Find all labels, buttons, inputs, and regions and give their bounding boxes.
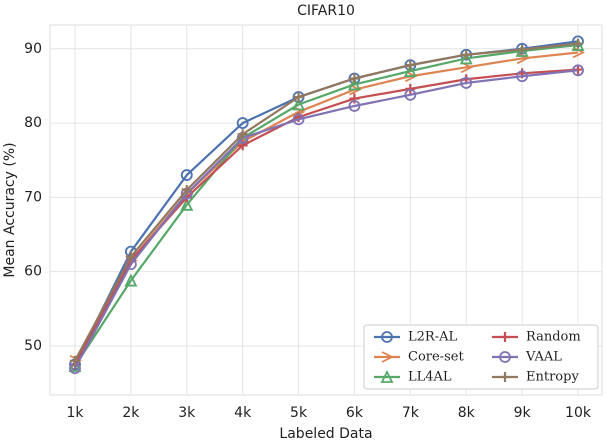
legend-box — [363, 324, 599, 390]
x-tick-label: 5k — [290, 405, 308, 421]
plot-area: 50 60 70 80 90 1k 2k 3k 4k 5k 6k 7k 8k 9k 10k — [24, 24, 603, 421]
marker — [517, 44, 528, 55]
y-tick-label: 90 — [24, 41, 42, 57]
x-tick-label: 4k — [234, 405, 252, 421]
marker — [516, 70, 529, 83]
marker — [70, 355, 80, 366]
y-tick-label: 70 — [24, 189, 42, 205]
marker — [403, 64, 417, 77]
legend-label: VAAL — [525, 350, 562, 365]
marker — [180, 197, 194, 211]
marker — [349, 93, 360, 104]
legend-label: Core-set — [408, 350, 464, 365]
x-tick-label: 6k — [346, 405, 364, 421]
marker — [515, 43, 529, 57]
marker — [125, 251, 136, 262]
marker — [516, 52, 530, 65]
marker — [237, 129, 248, 140]
x-tick-label: 9k — [514, 405, 532, 421]
marker — [292, 97, 306, 111]
x-axis-label: Labeled Data — [279, 426, 372, 442]
marker — [573, 38, 583, 49]
chart-title: CIFAR10 — [297, 3, 355, 19]
x-tick-label: 10k — [565, 405, 592, 421]
marker — [461, 49, 472, 60]
y-tick-label: 50 — [24, 338, 42, 354]
legend: L2R-AL Core-set LL4AL Random VAAL Entropy — [363, 324, 599, 390]
marker — [349, 73, 360, 84]
marker — [571, 38, 585, 51]
legend-label: LL4AL — [408, 370, 452, 385]
line — [74, 43, 579, 367]
marker — [293, 92, 304, 103]
line — [74, 51, 579, 362]
marker — [237, 140, 248, 151]
marker — [68, 359, 82, 372]
x-tick-label: 7k — [402, 405, 420, 421]
marker — [405, 83, 416, 94]
x-tick-label: 3k — [178, 405, 196, 421]
marker — [380, 369, 394, 383]
marker — [347, 77, 361, 91]
marker — [404, 88, 417, 101]
marker — [292, 113, 305, 126]
marker — [500, 332, 510, 342]
y-tick-label: 80 — [24, 115, 42, 131]
marker — [405, 60, 416, 71]
marker — [460, 77, 473, 89]
y-tick-label: 60 — [24, 264, 42, 280]
marker — [381, 351, 395, 363]
legend-label: L2R-AL — [408, 330, 457, 345]
legend-label: Entropy — [526, 370, 579, 385]
marker — [459, 51, 473, 65]
x-tick-label: 8k — [458, 405, 476, 421]
line — [74, 42, 579, 362]
marker — [124, 273, 138, 287]
marker — [572, 46, 586, 59]
legend-label: Random — [526, 330, 581, 345]
marker — [500, 372, 510, 382]
marker — [181, 184, 192, 195]
marker — [381, 331, 393, 343]
line — [74, 69, 579, 369]
marker — [499, 351, 511, 363]
y-axis-label: Mean Accuracy (%) — [2, 142, 18, 277]
x-tick-label: 1k — [66, 405, 84, 421]
marker — [572, 64, 584, 77]
marker — [348, 100, 361, 112]
x-tick-label: 2k — [122, 405, 140, 421]
marker — [180, 169, 193, 181]
marker — [236, 117, 249, 129]
